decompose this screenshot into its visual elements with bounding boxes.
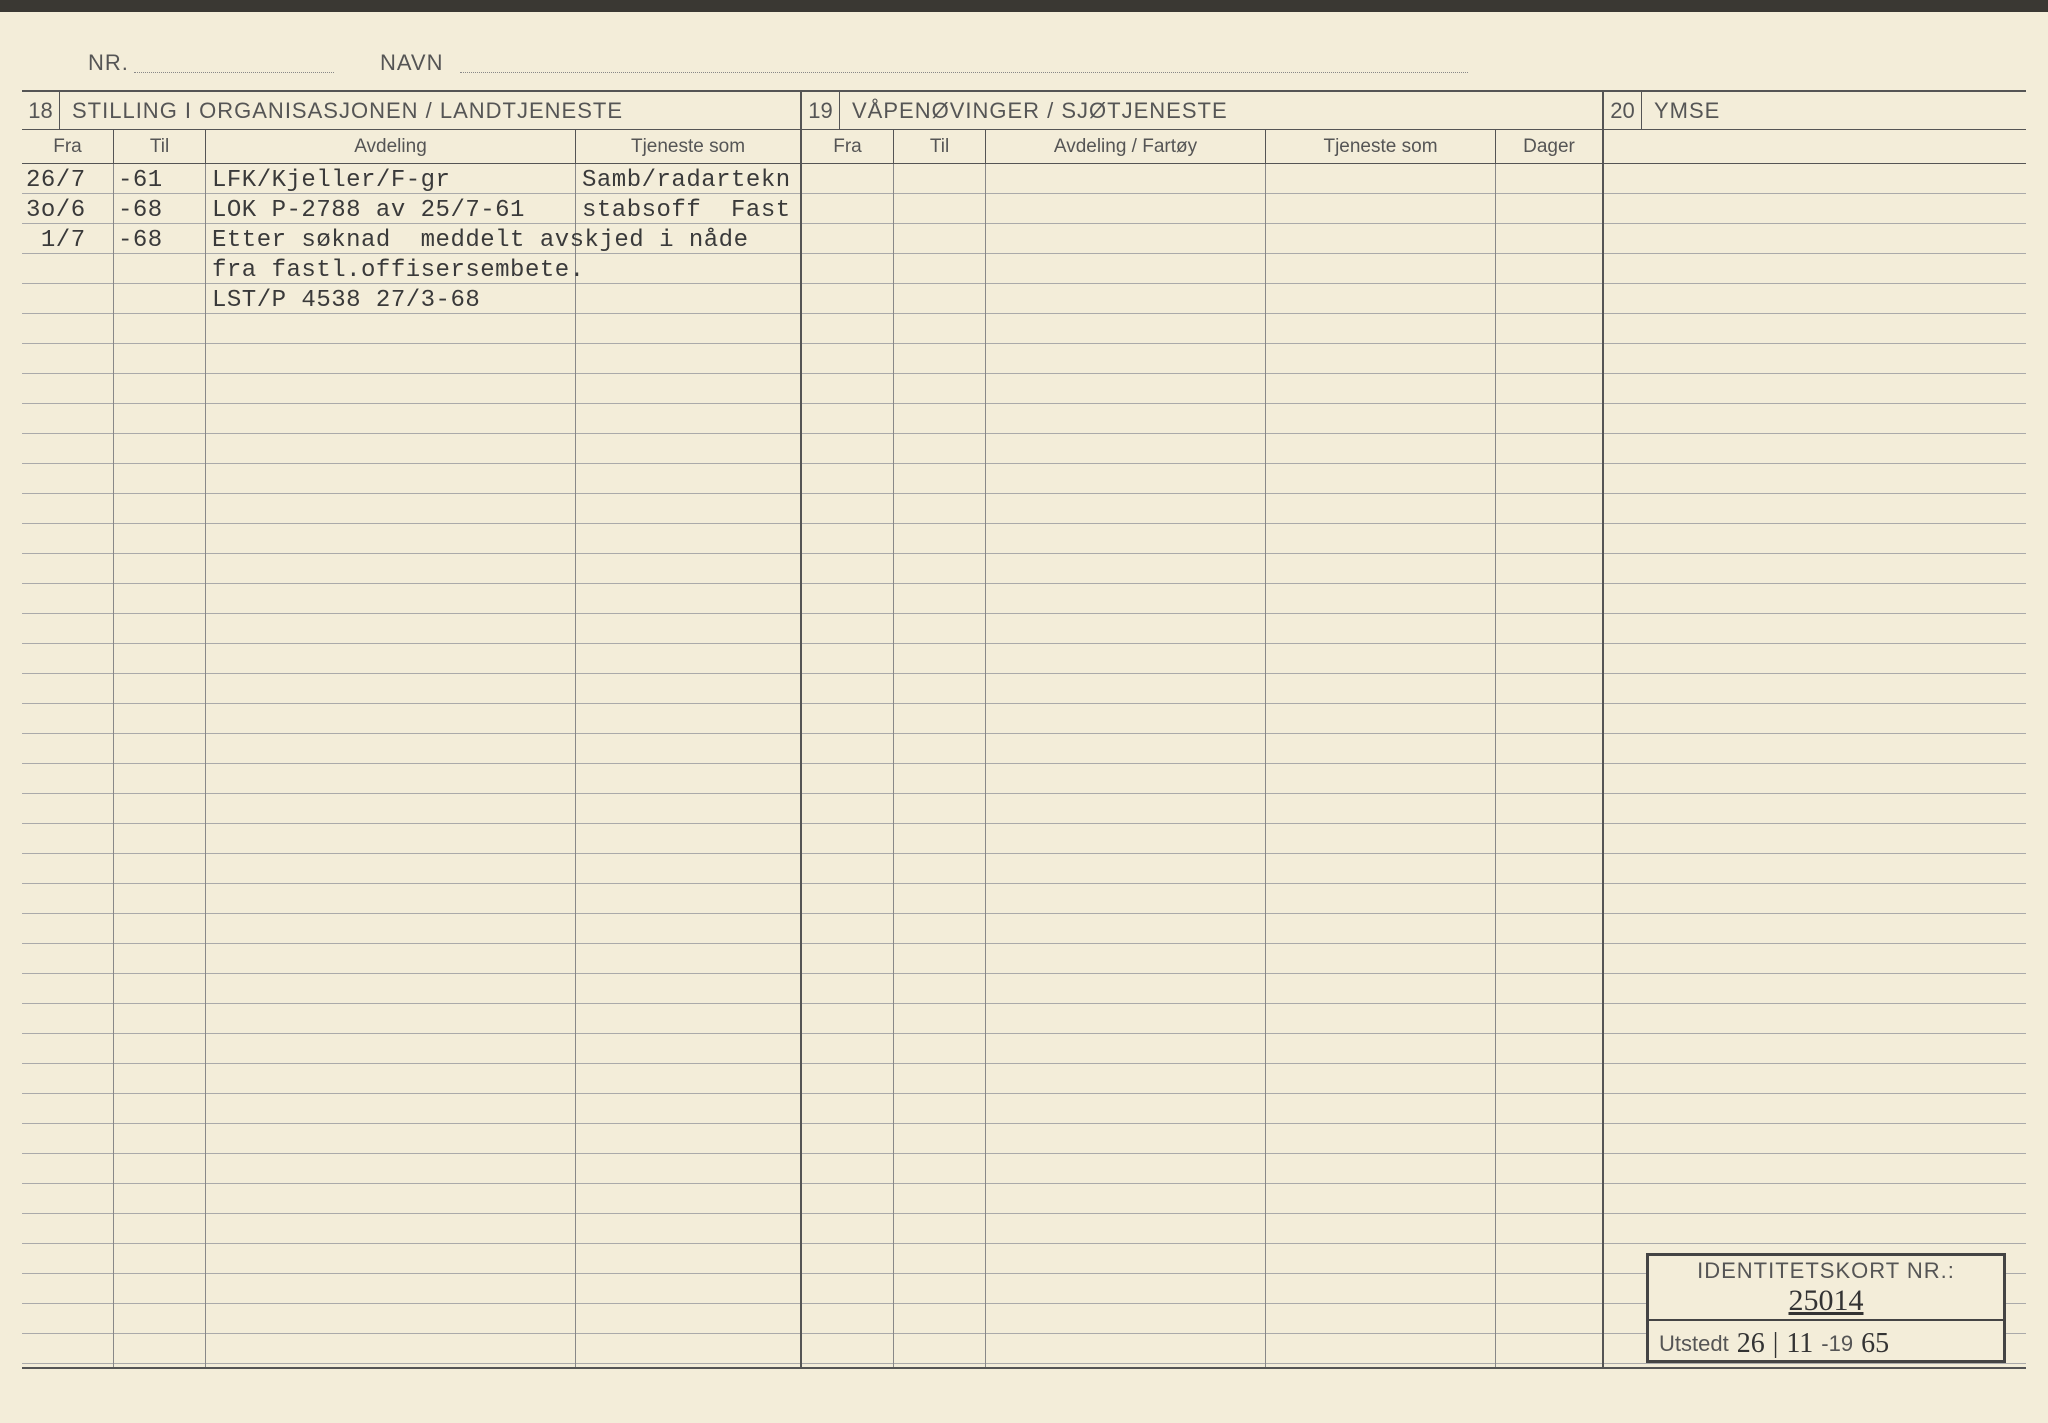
col19-fra: Fra [802, 130, 894, 163]
section-20: 20 YMSE [1604, 92, 2026, 129]
utstedt-year: 65 [1861, 1328, 1889, 1360]
body-area: 26/7 3o/6 1/7 -61 -68 -68 LFK/Kjeller/F-… [22, 164, 2026, 1369]
section-18-title: STILLING I ORGANISASJONEN / LANDTJENESTE [60, 92, 635, 129]
header-row: NR. NAVN [80, 42, 1988, 78]
utstedt-day: 26 [1737, 1328, 1765, 1360]
entry-til: -68 [118, 227, 163, 254]
col19-til: Til [894, 130, 986, 163]
subheader-row: Fra Til Avdeling Tjeneste som Fra Til Av… [22, 130, 2026, 164]
section-20-title: YMSE [1642, 92, 1732, 129]
entry-avd: LST/P 4538 27/3-68 [212, 287, 480, 314]
entry-tjen: Samb/radartekn [582, 167, 791, 194]
identity-card-box: IDENTITETSKORT NR.: 25014 Utstedt 26 | 1… [1646, 1253, 2006, 1363]
body-19-fra [802, 164, 894, 1367]
col18-fra: Fra [22, 130, 114, 163]
section-18-num: 18 [22, 92, 60, 129]
id-box-title: IDENTITETSKORT NR.: [1697, 1258, 1955, 1284]
body-18-til: -61 -68 -68 [114, 164, 206, 1367]
utstedt-month: 11 [1786, 1328, 1813, 1360]
col18-tjeneste: Tjeneste som [576, 130, 802, 163]
section-18: 18 STILLING I ORGANISASJONEN / LANDTJENE… [22, 92, 802, 129]
col19-tjeneste: Tjeneste som [1266, 130, 1496, 163]
section-title-row: 18 STILLING I ORGANISASJONEN / LANDTJENE… [22, 90, 2026, 130]
body-19-dag [1496, 164, 1604, 1367]
entry-til: -61 [118, 167, 163, 194]
utstedt-sep: | [1773, 1328, 1779, 1360]
col20-blank [1604, 130, 2026, 163]
body-20 [1604, 164, 2026, 1367]
id-box-number: 25014 [1789, 1284, 1864, 1318]
section-20-num: 20 [1604, 92, 1642, 129]
col18-til: Til [114, 130, 206, 163]
entry-fra: 3o/6 [26, 197, 86, 224]
body-18-tjen: Samb/radartekn stabsoff Fast [576, 164, 802, 1367]
entry-fra: 26/7 [26, 167, 86, 194]
col19-dager: Dager [1496, 130, 1604, 163]
body-19-avd [986, 164, 1266, 1367]
col19-avdeling: Avdeling / Fartøy [986, 130, 1266, 163]
entry-avd: fra fastl.offisersembete. [212, 257, 585, 284]
entry-avd: LFK/Kjeller/F-gr [212, 167, 450, 194]
section-19-num: 19 [802, 92, 840, 129]
body-18-fra: 26/7 3o/6 1/7 [22, 164, 114, 1367]
record-card-page: NR. NAVN 18 STILLING I ORGANISASJONEN / … [0, 0, 2048, 1423]
section-19: 19 VÅPENØVINGER / SJØTJENESTE [802, 92, 1604, 129]
body-19-til [894, 164, 986, 1367]
scan-top-edge [0, 0, 2048, 12]
entry-avd: LOK P-2788 av 25/7-61 [212, 197, 525, 224]
navn-label: NAVN [380, 50, 444, 76]
body-19-tjen [1266, 164, 1496, 1367]
utstedt-year-prefix: -19 [1821, 1331, 1853, 1357]
nr-label: NR. [88, 50, 129, 76]
nr-underline [134, 72, 334, 73]
id-box-top: IDENTITETSKORT NR.: 25014 [1649, 1256, 2003, 1321]
section-19-title: VÅPENØVINGER / SJØTJENESTE [840, 92, 1240, 129]
entry-fra: 1/7 [26, 227, 86, 254]
entry-tjen: stabsoff Fast [582, 197, 791, 224]
body-18-avd: LFK/Kjeller/F-gr LOK P-2788 av 25/7-61 E… [206, 164, 576, 1367]
entry-til: -68 [118, 197, 163, 224]
id-box-bottom: Utstedt 26 | 11 -19 65 [1649, 1321, 2003, 1366]
utstedt-label: Utstedt [1659, 1331, 1729, 1357]
navn-underline [460, 72, 1468, 73]
col18-avdeling: Avdeling [206, 130, 576, 163]
